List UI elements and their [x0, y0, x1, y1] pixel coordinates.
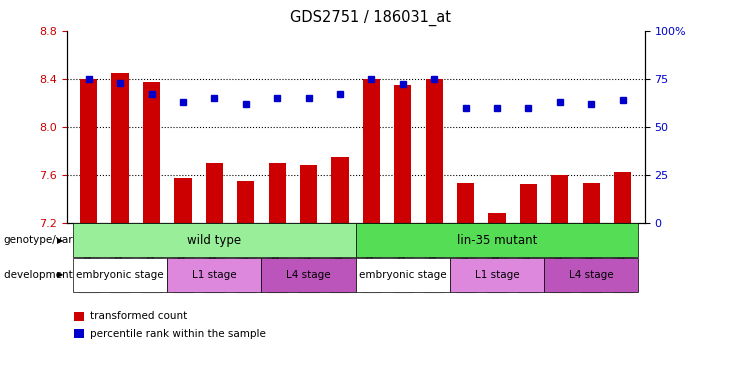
- Bar: [206, 163, 223, 223]
- Text: lin-35 mutant: lin-35 mutant: [457, 234, 537, 247]
- Bar: [582, 183, 600, 223]
- Text: embryonic stage: embryonic stage: [359, 270, 447, 280]
- Text: transformed count: transformed count: [90, 311, 187, 321]
- Text: wild type: wild type: [187, 234, 242, 247]
- Bar: [331, 157, 348, 223]
- Text: L4 stage: L4 stage: [286, 270, 331, 280]
- Text: ▶: ▶: [56, 270, 63, 280]
- Bar: [174, 178, 192, 223]
- Bar: [237, 181, 254, 223]
- Text: ▶: ▶: [56, 236, 63, 245]
- Text: percentile rank within the sample: percentile rank within the sample: [90, 329, 265, 339]
- Text: GDS2751 / 186031_at: GDS2751 / 186031_at: [290, 10, 451, 26]
- Bar: [80, 79, 97, 223]
- Text: L1 stage: L1 stage: [475, 270, 519, 280]
- Bar: [111, 73, 129, 223]
- Bar: [143, 82, 160, 223]
- Bar: [394, 85, 411, 223]
- Bar: [551, 175, 568, 223]
- Bar: [268, 163, 286, 223]
- Bar: [300, 165, 317, 223]
- Bar: [363, 79, 380, 223]
- Bar: [457, 183, 474, 223]
- Text: embryonic stage: embryonic stage: [76, 270, 164, 280]
- Bar: [614, 172, 631, 223]
- Bar: [425, 79, 443, 223]
- Bar: [519, 184, 537, 223]
- Bar: [488, 213, 505, 223]
- Text: genotype/variation: genotype/variation: [4, 235, 103, 245]
- Text: L4 stage: L4 stage: [569, 270, 614, 280]
- Text: L1 stage: L1 stage: [192, 270, 236, 280]
- Text: development stage: development stage: [4, 270, 104, 280]
